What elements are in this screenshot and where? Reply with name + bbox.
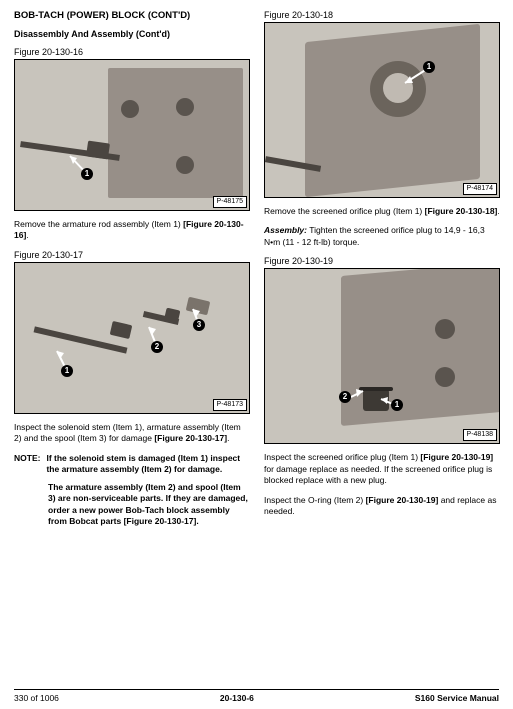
footer-manual-title: S160 Service Manual	[415, 693, 499, 703]
figure-19-label: Figure 20-130-19	[264, 256, 500, 266]
figure-18: 1 P-48174	[264, 22, 500, 198]
assembly-paragraph: Assembly: Tighten the screened orifice p…	[264, 225, 500, 248]
figure-19: 1 2 P-48138	[264, 268, 500, 444]
figure-16: 1 P-48175	[14, 59, 250, 211]
paragraph-fig19b: Inspect the O-ring (Item 2) [Figure 20-1…	[264, 495, 500, 518]
paragraph-fig19a: Inspect the screened orifice plug (Item …	[264, 452, 500, 486]
para2-ref: [Figure 20-130-17]	[154, 433, 227, 443]
figure-18-callout-1: 1	[423, 61, 435, 73]
paragraph-fig16: Remove the armature rod assembly (Item 1…	[14, 219, 250, 242]
right-column: Figure 20-130-18 1 P-48174 Remove the sc…	[264, 10, 500, 536]
subsection-title: Disassembly And Assembly (Cont'd)	[14, 29, 250, 39]
section-title: BOB-TACH (POWER) BLOCK (CONT'D)	[14, 10, 250, 21]
figure-18-label: Figure 20-130-18	[264, 10, 500, 20]
para4-end: for damage replace as needed. If the scr…	[264, 464, 492, 485]
para1-end: .	[26, 230, 28, 240]
figure-17-ptag: P-48173	[213, 399, 247, 411]
footer-section-number: 20-130-6	[220, 693, 254, 703]
left-column: BOB-TACH (POWER) BLOCK (CONT'D) Disassem…	[14, 10, 250, 536]
paragraph-fig17: Inspect the solenoid stem (Item 1), arma…	[14, 422, 250, 445]
para3-text: Remove the screened orifice plug (Item 1…	[264, 206, 425, 216]
figure-18-image: 1	[265, 23, 499, 197]
para1-text: Remove the armature rod assembly (Item 1…	[14, 219, 183, 229]
figure-17-callout-3: 3	[193, 319, 205, 331]
para5-text: Inspect the O-ring (Item 2)	[264, 495, 366, 505]
paragraph-fig18: Remove the screened orifice plug (Item 1…	[264, 206, 500, 217]
para4-text: Inspect the screened orifice plug (Item …	[264, 452, 420, 462]
para2-end: .	[227, 433, 229, 443]
figure-16-callout-1: 1	[81, 168, 93, 180]
figure-17-label: Figure 20-130-17	[14, 250, 250, 260]
figure-19-ptag: P-48138	[463, 429, 497, 441]
figure-16-label: Figure 20-130-16	[14, 47, 250, 57]
note-body-1: If the solenoid stem is damaged (Item 1)…	[46, 453, 250, 476]
footer-page-count: 330 of 1006	[14, 693, 59, 703]
figure-16-image: 1	[15, 60, 249, 210]
figure-17-callout-1: 1	[61, 365, 73, 377]
para4-ref: [Figure 20-130-19]	[420, 452, 493, 462]
para3-ref: [Figure 20-130-18]	[425, 206, 498, 216]
figure-17-callout-2: 2	[151, 341, 163, 353]
page-footer: 330 of 1006 20-130-6 S160 Service Manual	[0, 689, 513, 703]
figure-17-image: 1 2 3	[15, 263, 249, 413]
para3-end: .	[497, 206, 499, 216]
figure-17: 1 2 3 P-48173	[14, 262, 250, 414]
note-body-2: The armature assembly (Item 2) and spool…	[48, 482, 250, 528]
figure-19-image: 1 2	[265, 269, 499, 443]
assembly-label: Assembly:	[264, 225, 307, 235]
para5-ref: [Figure 20-130-19]	[366, 495, 439, 505]
figure-16-ptag: P-48175	[213, 196, 247, 208]
note-label: NOTE:	[14, 453, 40, 476]
note-block: NOTE: If the solenoid stem is damaged (I…	[14, 453, 250, 476]
figure-18-ptag: P-48174	[463, 183, 497, 195]
